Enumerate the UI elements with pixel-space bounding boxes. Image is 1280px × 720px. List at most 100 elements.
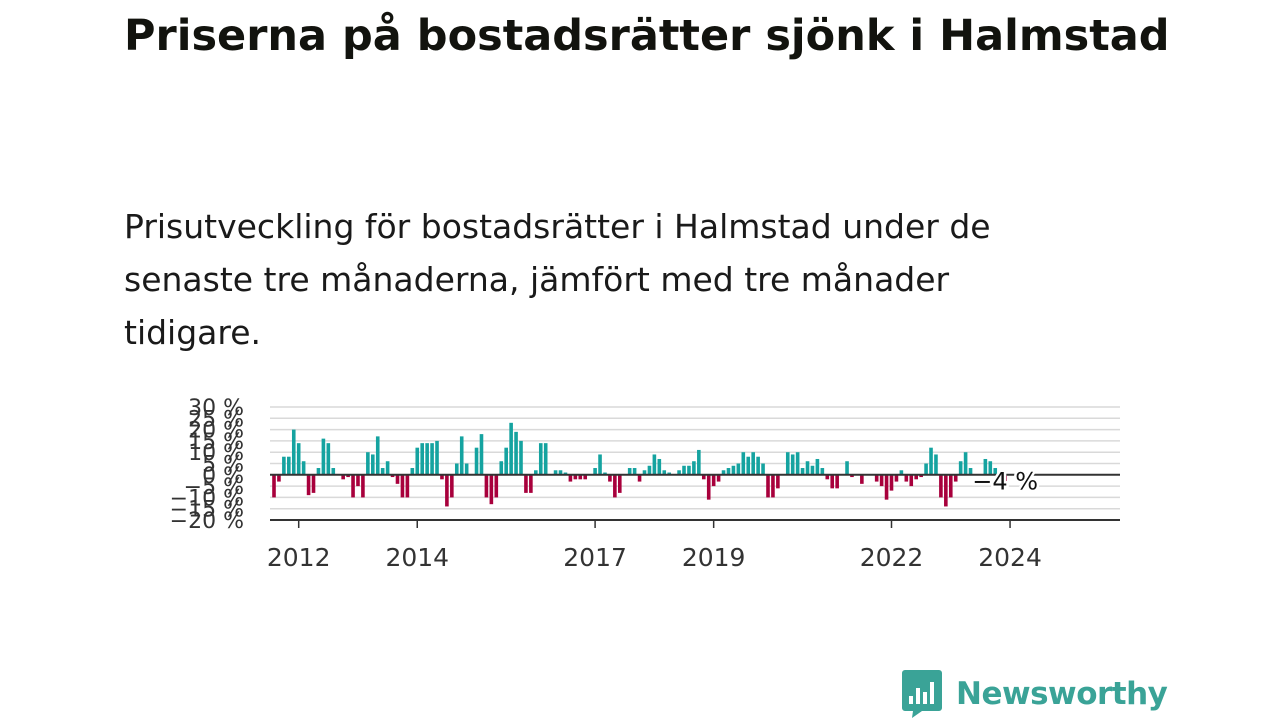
- bar: [850, 474, 854, 478]
- bar: [652, 454, 657, 475]
- bar: [810, 465, 815, 475]
- bar: [420, 443, 424, 475]
- bar: [489, 474, 494, 505]
- x-tick-label: 2014: [385, 543, 449, 572]
- bar: [998, 474, 1002, 484]
- bar: [993, 468, 998, 475]
- y-tick-label: −15 %: [170, 498, 244, 523]
- bar: [558, 470, 563, 475]
- bar: [321, 438, 326, 475]
- bar: [361, 474, 365, 498]
- bar: [331, 468, 336, 475]
- bar: [524, 474, 528, 493]
- bar: [800, 468, 805, 475]
- newsworthy-logo-icon: [902, 670, 942, 718]
- bar: [573, 474, 578, 480]
- bar: [563, 472, 568, 475]
- bar: [415, 447, 420, 475]
- bar: [311, 474, 316, 493]
- bar: [958, 461, 963, 475]
- bar: [692, 461, 696, 475]
- bar: [682, 465, 686, 475]
- x-tick-label: 2012: [267, 543, 331, 572]
- bar: [721, 470, 726, 475]
- bar: [934, 454, 938, 475]
- bar: [914, 474, 918, 480]
- bar: [341, 474, 345, 480]
- bar: [924, 463, 928, 475]
- bar: [464, 463, 469, 475]
- bar: [766, 474, 770, 498]
- bar: [435, 440, 439, 475]
- bar: [583, 474, 588, 480]
- bar: [736, 463, 741, 475]
- bar: [909, 474, 914, 487]
- bar: [459, 436, 464, 475]
- bar: [603, 472, 607, 475]
- bar: [514, 431, 518, 475]
- bar: [776, 474, 780, 489]
- bar: [761, 463, 765, 475]
- bar: [301, 461, 306, 475]
- bar: [543, 443, 548, 475]
- x-tick-label: 2019: [682, 543, 746, 572]
- bar: [968, 468, 973, 475]
- bar: [425, 443, 429, 475]
- bar: [474, 447, 479, 475]
- bar: [627, 468, 632, 475]
- bar: [815, 458, 820, 475]
- bar: [647, 465, 652, 475]
- bar: [988, 461, 993, 475]
- chart-title: Priserna på bostadsrätter sjönk i Halmst…: [124, 11, 1170, 61]
- bar: [948, 474, 953, 498]
- bar: [919, 474, 923, 478]
- bar: [731, 465, 736, 475]
- bar: [430, 443, 434, 475]
- x-tick-label: 2017: [563, 543, 627, 572]
- bar: [568, 474, 573, 482]
- bar: [825, 474, 830, 480]
- bar: [687, 465, 691, 475]
- bar: [538, 443, 543, 475]
- bar: [509, 422, 513, 475]
- bar: [375, 436, 380, 475]
- bar: [356, 474, 360, 487]
- bar: [701, 474, 706, 480]
- bar: [454, 463, 459, 475]
- bar: [904, 474, 909, 482]
- bar: [440, 474, 444, 480]
- bar: [874, 474, 879, 482]
- bar: [306, 474, 311, 496]
- bar: [632, 468, 637, 475]
- bar: [291, 429, 296, 475]
- bar: [553, 470, 558, 475]
- bar: [929, 447, 933, 475]
- bar: [499, 461, 504, 475]
- bar: [657, 458, 662, 475]
- bar: [346, 474, 350, 478]
- bar: [716, 474, 721, 482]
- bar: [697, 449, 701, 475]
- bar: [983, 458, 988, 475]
- bar: [385, 461, 390, 475]
- bar: [450, 474, 454, 498]
- bar: [835, 474, 839, 489]
- last-value-label: −4 %: [972, 468, 1038, 496]
- bar: [277, 474, 281, 482]
- bar: [642, 470, 647, 475]
- bar: [405, 474, 410, 498]
- bar: [316, 468, 321, 475]
- bar: [845, 461, 849, 475]
- bar: [613, 474, 617, 498]
- bar: [390, 474, 395, 478]
- bar: [790, 454, 795, 475]
- bar: [830, 474, 835, 489]
- bar: [371, 454, 375, 475]
- y-tick-label: 10 %: [188, 441, 244, 466]
- bar: [662, 470, 667, 475]
- bar: [706, 474, 711, 500]
- bar: [272, 474, 276, 498]
- bar: [820, 468, 825, 475]
- bar: [494, 474, 499, 498]
- bar: [711, 474, 716, 487]
